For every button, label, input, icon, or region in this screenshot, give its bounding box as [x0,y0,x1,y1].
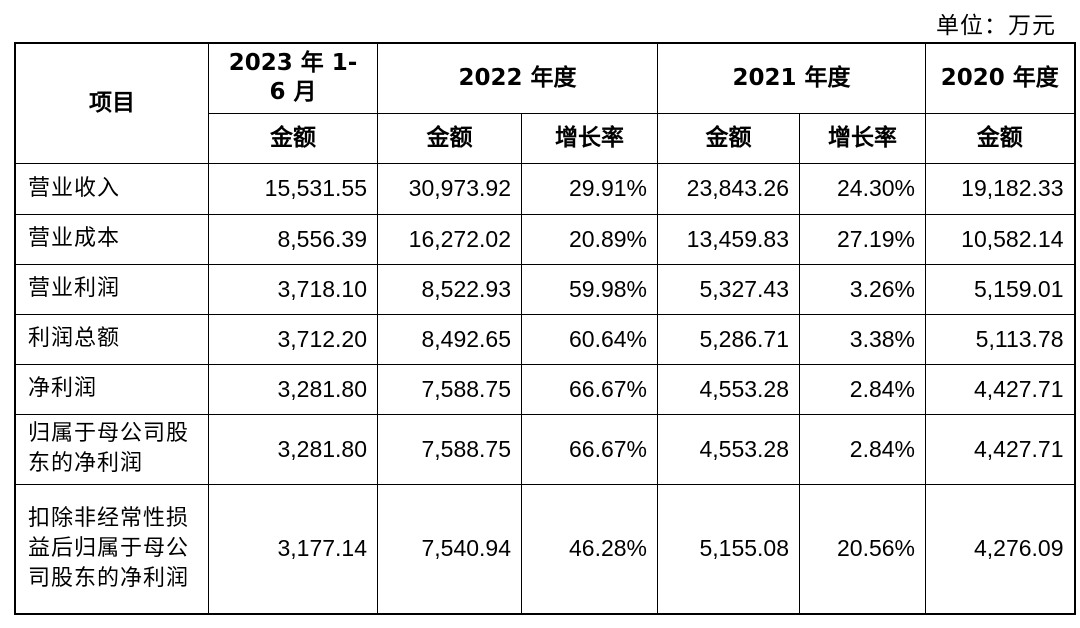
cell-2023h1-amount: 8,556.39 [208,213,378,265]
header-growth: 增长率 [521,112,658,164]
header-period-2020: 2020 年度 [925,42,1075,114]
cell-2021-growth: 20.56% [799,483,926,615]
cell-2021-growth: 3.38% [799,313,926,365]
cell-2022-amount: 30,973.92 [377,162,522,215]
cell-2023h1-amount: 3,712.20 [208,313,378,365]
header-period-2022: 2022 年度 [377,42,658,114]
cell-2022-amount: 7,588.75 [377,413,522,485]
header-amount: 金额 [377,112,522,164]
header-amount: 金额 [657,112,800,164]
cell-2020-amount: 4,427.71 [925,363,1075,415]
cell-2020-amount: 4,276.09 [925,483,1075,615]
row-item-label: 净利润 [14,363,209,415]
cell-2022-growth: 59.98% [521,263,658,315]
table-row: 利润总额 3,712.20 8,492.65 60.64% 5,286.71 3… [14,313,1075,365]
cell-2023h1-amount: 3,177.14 [208,483,378,615]
cell-2021-growth: 24.30% [799,162,926,215]
table-row: 扣除非经常性损益后归属于母公司股东的净利润 3,177.14 7,540.94 … [14,483,1075,615]
unit-label: 单位：万元 [936,13,1056,39]
cell-2020-amount: 5,159.01 [925,263,1075,315]
table-row: 归属于母公司股东的净利润 3,281.80 7,588.75 66.67% 4,… [14,413,1075,485]
table-row: 净利润 3,281.80 7,588.75 66.67% 4,553.28 2.… [14,363,1075,415]
cell-2020-amount: 4,427.71 [925,413,1075,485]
cell-2021-amount: 4,553.28 [657,413,800,485]
cell-2021-amount: 4,553.28 [657,363,800,415]
cell-2021-amount: 23,843.26 [657,162,800,215]
cell-2023h1-amount: 3,281.80 [208,413,378,485]
header-period-2023h1: 2023 年 1-6 月 [208,42,378,114]
cell-2023h1-amount: 3,281.80 [208,363,378,415]
cell-2021-amount: 13,459.83 [657,213,800,265]
header-item: 项目 [14,42,209,164]
cell-2021-amount: 5,286.71 [657,313,800,365]
cell-2020-amount: 19,182.33 [925,162,1075,215]
row-item-label: 扣除非经常性损益后归属于母公司股东的净利润 [14,483,209,615]
row-item-label: 归属于母公司股东的净利润 [14,413,209,485]
row-item-label: 营业成本 [14,213,209,265]
cell-2021-growth: 2.84% [799,363,926,415]
cell-2021-growth: 27.19% [799,213,926,265]
financial-table: 项目 2023 年 1-6 月 2022 年度 2021 年度 2020 年度 … [14,42,1076,615]
cell-2022-amount: 7,588.75 [377,363,522,415]
cell-2022-amount: 7,540.94 [377,483,522,615]
cell-2020-amount: 10,582.14 [925,213,1075,265]
table-row: 营业成本 8,556.39 16,272.02 20.89% 13,459.83… [14,213,1075,265]
cell-2021-growth: 2.84% [799,413,926,485]
header-period-2021: 2021 年度 [657,42,926,114]
table-row: 营业收入 15,531.55 30,973.92 29.91% 23,843.2… [14,162,1075,215]
cell-2022-amount: 8,522.93 [377,263,522,315]
cell-2022-growth: 20.89% [521,213,658,265]
header-growth: 增长率 [799,112,926,164]
cell-2022-growth: 60.64% [521,313,658,365]
cell-2022-growth: 29.91% [521,162,658,215]
cell-2022-growth: 46.28% [521,483,658,615]
cell-2023h1-amount: 15,531.55 [208,162,378,215]
cell-2020-amount: 5,113.78 [925,313,1075,365]
row-item-label: 营业利润 [14,263,209,315]
table-row: 营业利润 3,718.10 8,522.93 59.98% 5,327.43 3… [14,263,1075,315]
cell-2022-amount: 16,272.02 [377,213,522,265]
cell-2021-growth: 3.26% [799,263,926,315]
header-amount: 金额 [925,112,1075,164]
header-amount: 金额 [208,112,378,164]
cell-2021-amount: 5,327.43 [657,263,800,315]
cell-2022-growth: 66.67% [521,363,658,415]
row-item-label: 利润总额 [14,313,209,365]
cell-2023h1-amount: 3,718.10 [208,263,378,315]
cell-2022-growth: 66.67% [521,413,658,485]
cell-2022-amount: 8,492.65 [377,313,522,365]
cell-2021-amount: 5,155.08 [657,483,800,615]
row-item-label: 营业收入 [14,162,209,215]
